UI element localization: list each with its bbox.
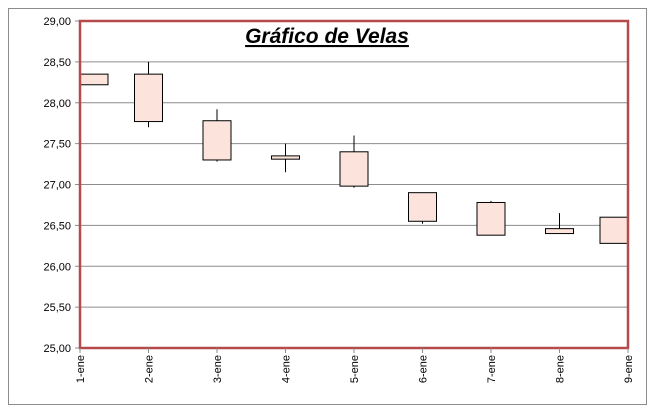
y-tick-label: 25,50 [43, 302, 71, 314]
candles [79, 49, 629, 244]
x-tick-label: 6-ene [418, 355, 430, 383]
x-axis-ticks: 1-ene 2-ene 3-ene 4-ene 5-ene 6-ene 7-ene 8-ene… [75, 348, 635, 383]
candle-body [599, 216, 629, 244]
x-tick-label: 3-ene [212, 355, 224, 383]
y-tick-label: 28,50 [43, 57, 71, 69]
candle-body [79, 73, 109, 86]
x-tick-label: 8-ene [555, 355, 567, 383]
candle [79, 49, 109, 95]
x-tick-label: 5-ene [349, 355, 361, 383]
y-tick-label: 27,00 [43, 180, 71, 192]
candle [599, 216, 629, 244]
candle [408, 192, 437, 224]
candle-body [202, 120, 232, 161]
candle [202, 109, 232, 162]
candle-body [476, 201, 506, 236]
candle [271, 143, 300, 173]
y-axis-ticks: 25,00 25,50 26,00 26,50 27,00 27,50 28,00 28,50… [43, 16, 80, 355]
candle-body [134, 73, 163, 123]
candle [339, 135, 369, 188]
y-tick-label: 29,00 [43, 16, 71, 28]
chart-title: Gráfico de Velas [245, 25, 409, 48]
x-tick-label: 2-ene [144, 355, 156, 383]
x-tick-label: 4-ene [281, 355, 293, 383]
candle [545, 213, 574, 235]
y-tick-label: 25,00 [43, 343, 71, 355]
candle [476, 200, 506, 236]
x-tick-label: 7-ene [486, 355, 498, 383]
candle-body [271, 155, 300, 160]
y-tick-label: 26,00 [43, 261, 71, 273]
candle-body [339, 151, 369, 187]
y-tick-label: 27,50 [43, 139, 71, 151]
y-tick-label: 26,50 [43, 220, 71, 232]
candle-body [408, 192, 437, 222]
candle [134, 61, 163, 128]
candle-body [545, 228, 574, 235]
y-tick-label: 28,00 [43, 98, 71, 110]
x-tick-label: 9-ene [623, 355, 635, 383]
x-tick-label: 1-ene [75, 355, 87, 383]
chart-frame [8, 8, 647, 405]
